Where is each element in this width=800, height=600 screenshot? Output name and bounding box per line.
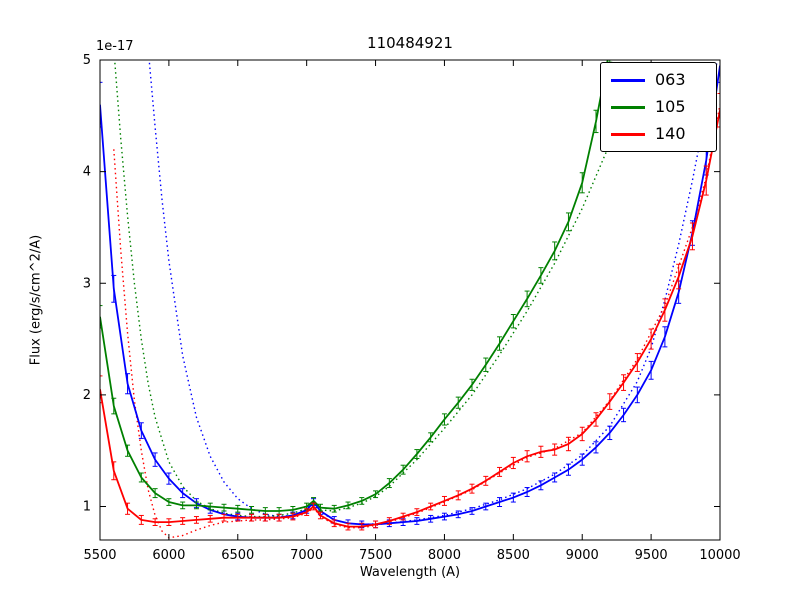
axes-frame	[99, 59, 721, 541]
x-tick-label: 6000	[152, 548, 185, 563]
x-tick-label: 7500	[359, 548, 392, 563]
series-group	[100, 60, 720, 539]
legend-label-140: 140	[655, 124, 686, 143]
series-line-105-model	[113, 60, 638, 518]
y-tick-label: 1	[83, 500, 91, 515]
legend-item-140: 140	[611, 126, 706, 142]
x-tick-label: 10000	[699, 548, 740, 563]
y-tick-label: 4	[83, 165, 91, 180]
y-tick-label: 5	[83, 53, 91, 68]
legend-line-green-icon	[611, 105, 645, 109]
series-105-model	[113, 60, 638, 518]
legend-label-105: 105	[655, 97, 686, 116]
legend-line-red-icon	[611, 132, 645, 136]
series-063-model	[148, 60, 719, 526]
legend-label-063: 063	[655, 70, 686, 89]
y-tick-label: 3	[83, 276, 91, 291]
x-tick-label: 8500	[497, 548, 530, 563]
legend: 063 105 140	[600, 62, 717, 152]
y-axis-label: Flux (erg/s/cm^2/A)	[28, 234, 44, 366]
x-tick-label: 9500	[635, 548, 668, 563]
x-tick-label: 8000	[428, 548, 461, 563]
x-tick-label: 7000	[290, 548, 323, 563]
x-axis-label: Wavelength (A)	[359, 565, 461, 580]
y-axis-offset-label: 1e-17	[96, 39, 134, 54]
series-140	[100, 92, 720, 531]
legend-item-063: 063	[611, 72, 706, 88]
legend-item-105: 105	[611, 99, 706, 115]
plot-title: 110484921	[367, 34, 453, 52]
x-tick-label: 6500	[221, 548, 254, 563]
series-063	[100, 60, 720, 529]
legend-line-blue-icon	[611, 78, 645, 82]
series-line-063-model	[148, 60, 719, 526]
x-tick-label: 9000	[566, 548, 599, 563]
y-tick-label: 2	[83, 388, 91, 403]
x-tick-label: 5500	[83, 548, 116, 563]
